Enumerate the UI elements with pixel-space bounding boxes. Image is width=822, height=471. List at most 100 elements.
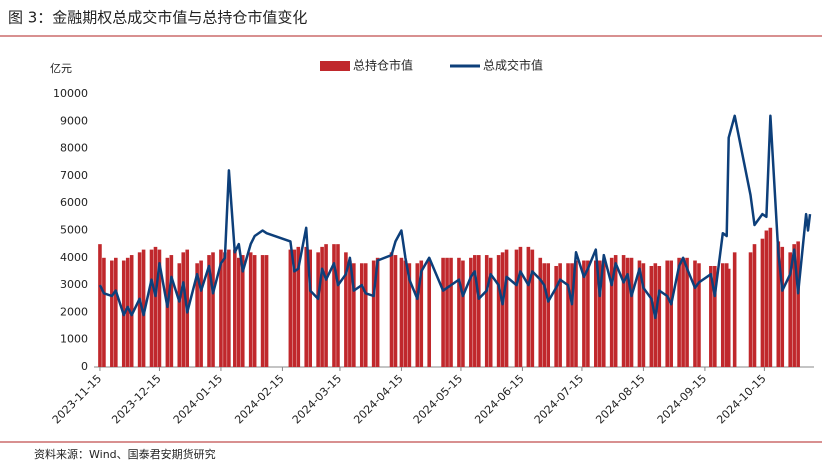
line	[98, 114, 812, 320]
bar	[359, 263, 364, 367]
y-tick-label: 6000	[60, 196, 88, 209]
bar	[601, 260, 606, 367]
bar	[292, 249, 297, 367]
y-tick-label: 7000	[60, 169, 88, 182]
bar	[248, 252, 253, 367]
bar	[211, 252, 215, 367]
bar	[621, 255, 626, 367]
y-tick-label: 2000	[60, 305, 88, 318]
bar	[441, 257, 445, 367]
bar	[752, 244, 757, 367]
bar	[389, 252, 394, 367]
x-tick-label: 2024-10-15	[714, 372, 768, 426]
bar	[348, 260, 352, 367]
bar	[399, 257, 404, 367]
bar	[732, 252, 737, 367]
bar	[393, 255, 398, 367]
bar	[296, 246, 301, 367]
bar	[574, 260, 578, 367]
bar	[304, 246, 309, 367]
bar	[363, 263, 368, 367]
bar	[597, 260, 602, 367]
bar	[476, 255, 481, 367]
bar	[207, 255, 211, 367]
legend-swatch	[320, 61, 350, 71]
bar	[504, 249, 509, 367]
bar	[768, 227, 773, 367]
bar	[445, 257, 449, 367]
bar	[665, 260, 670, 367]
bar	[526, 246, 531, 367]
bar	[726, 268, 731, 367]
y-tick-label: 1000	[60, 333, 88, 346]
bar	[641, 263, 646, 367]
bar	[760, 238, 765, 367]
bar	[177, 263, 182, 367]
bar	[500, 252, 505, 367]
bar	[403, 260, 408, 367]
bar	[484, 255, 489, 367]
bar	[195, 263, 199, 367]
bar	[625, 257, 630, 367]
bar	[449, 257, 453, 367]
bar	[538, 257, 543, 367]
x-tick-label: 2023-11-15	[50, 372, 104, 426]
bar	[240, 255, 245, 367]
bar	[724, 263, 729, 367]
y-tick-label: 8000	[60, 142, 88, 155]
x-tick-label: 2024-06-15	[472, 372, 526, 426]
bar	[336, 244, 340, 367]
x-tick-label: 2024-02-15	[232, 372, 286, 426]
bar	[181, 252, 186, 367]
bar	[796, 241, 800, 367]
bar	[514, 249, 519, 367]
y-tick-label: 10000	[53, 87, 88, 100]
bar	[586, 260, 590, 367]
bar	[542, 263, 547, 367]
bar	[669, 260, 673, 367]
bar	[530, 249, 535, 367]
x-tick-label: 2023-12-15	[109, 372, 163, 426]
bar	[169, 255, 174, 367]
bar	[554, 265, 558, 367]
bar	[629, 257, 634, 367]
bar	[223, 252, 227, 367]
y-tick-label: 5000	[60, 224, 88, 237]
bar	[764, 230, 769, 367]
bar	[260, 255, 265, 367]
y-tick-label: 4000	[60, 251, 88, 264]
bar	[352, 263, 356, 367]
bar	[713, 265, 717, 367]
bar	[709, 265, 713, 367]
x-tick-label: 2024-08-15	[593, 372, 647, 426]
bar	[637, 260, 642, 367]
bar	[720, 263, 725, 367]
bar	[457, 257, 461, 367]
bar	[558, 263, 562, 367]
bar	[102, 257, 106, 367]
bar	[264, 255, 269, 367]
bar	[496, 255, 501, 367]
x-tick-label: 2024-03-15	[290, 372, 344, 426]
bar	[518, 246, 523, 367]
bar	[657, 265, 662, 367]
bar	[252, 255, 257, 367]
bar	[570, 263, 574, 367]
bar	[419, 260, 424, 367]
legend-label: 总持仓市值	[353, 58, 413, 73]
bar	[375, 257, 380, 367]
bar	[233, 249, 237, 367]
x-tick-label: 2024-01-15	[171, 372, 225, 426]
bar	[157, 249, 162, 367]
source: 资料来源：Wind、国泰君安期货研究	[34, 447, 216, 461]
bar	[153, 246, 158, 367]
bar	[469, 257, 473, 367]
bar	[320, 246, 324, 367]
bar	[316, 252, 320, 367]
bar	[98, 244, 102, 367]
bar	[371, 260, 376, 367]
x-tick-label: 2024-09-15	[655, 372, 709, 426]
bar	[566, 263, 570, 367]
bar	[582, 260, 586, 367]
bar	[324, 244, 328, 367]
